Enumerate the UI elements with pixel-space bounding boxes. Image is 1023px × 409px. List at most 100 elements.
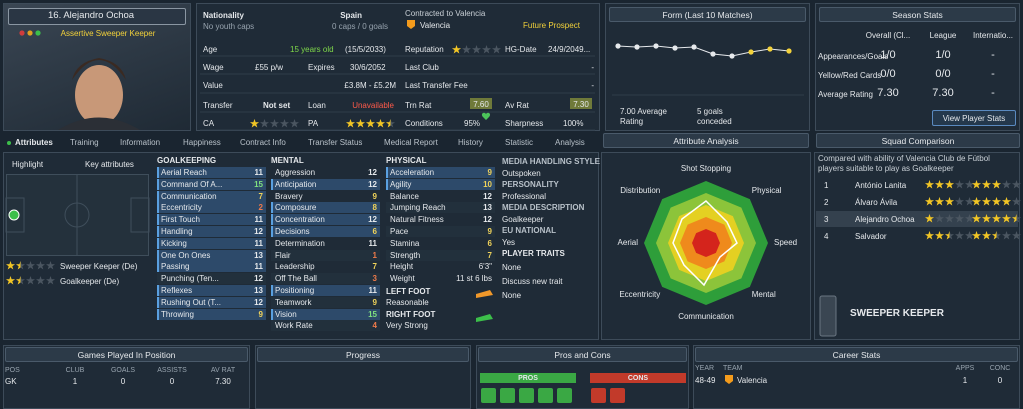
label: Conditions (405, 119, 443, 128)
form-point (767, 46, 773, 52)
tab[interactable]: Information (120, 138, 161, 147)
tab-indicator (7, 141, 11, 145)
player-name: António Lanita (855, 181, 907, 190)
label: CA (203, 119, 215, 128)
attribute-name: Leadership (275, 262, 315, 272)
label: Goalkeeper (502, 215, 544, 224)
attribute-value: 11 (254, 238, 263, 248)
pitch-line (5, 197, 25, 233)
label: Valencia (420, 21, 451, 30)
panel-title: Pros and Cons (554, 350, 611, 360)
dropdown[interactable]: Key attributes (85, 160, 134, 169)
view-player-stats[interactable]: View Player Stats (942, 113, 1006, 123)
section-title: EU NATIONAL (502, 226, 557, 235)
attribute-row (271, 308, 380, 320)
attribute-row (271, 167, 380, 178)
cell: 0 (169, 377, 175, 386)
attribute-value: 12 (254, 227, 263, 236)
attribute-row (157, 273, 266, 285)
star-rating (972, 180, 1021, 189)
tab[interactable]: Attributes (15, 138, 53, 147)
pros-tag (480, 373, 576, 383)
label: Reasonable (386, 298, 429, 307)
attribute-name: Decisions (275, 227, 310, 236)
attribute-name: Strength (390, 250, 421, 260)
panel-title: Career Stats (832, 350, 881, 360)
boot (476, 314, 493, 322)
label: Transfer (203, 101, 233, 110)
attribute-name: Composure (275, 203, 317, 213)
cell: 0 (120, 377, 126, 386)
attribute-value: 2 (258, 203, 263, 213)
player-name: Álvaro Ávila (855, 198, 898, 207)
label: 15 years old (290, 45, 334, 54)
portrait-shirt (58, 117, 140, 130)
attribute-value: 12 (254, 297, 263, 307)
attribute-row (271, 202, 380, 214)
label: 0/0 (935, 68, 951, 80)
attribute-name: Stamina (390, 238, 420, 248)
attribute-row (271, 237, 380, 249)
tab[interactable]: Statistic (505, 138, 534, 147)
column-header: CLUB (65, 367, 85, 374)
label: 0 caps / 0 goals (331, 22, 388, 31)
dropdown[interactable]: Highlight (12, 160, 44, 169)
panel-header (478, 347, 687, 362)
label: - (591, 63, 594, 72)
star-rating (925, 231, 974, 240)
form-point (615, 43, 621, 49)
attribute-value: 6 (487, 238, 492, 248)
attribute-value: 6 (372, 227, 377, 236)
club-badge (407, 20, 415, 29)
squad-row (816, 177, 1018, 193)
season-panel (815, 3, 1020, 131)
label: 24/9/2049... (548, 45, 591, 54)
attribute-row (271, 273, 380, 285)
attribute-row (157, 178, 266, 190)
cell: 1 (962, 376, 968, 385)
label: Value (203, 81, 223, 90)
attribute-row (157, 190, 266, 202)
tab[interactable]: Transfer Status (308, 138, 363, 147)
label: Last Transfer Fee (405, 81, 468, 90)
label: Average Rating (818, 90, 873, 99)
attribute-value: 12 (254, 274, 263, 284)
attribute-row (386, 190, 495, 202)
star-rating (925, 180, 974, 189)
radar-label: Distribution (620, 185, 661, 195)
tab[interactable]: Happiness (183, 138, 221, 147)
pro-icon (481, 388, 496, 403)
tab[interactable]: Medical Report (384, 138, 438, 147)
tab[interactable]: Analysis (555, 138, 585, 147)
rank: 3 (824, 215, 829, 224)
squad-row (816, 194, 1018, 210)
tab[interactable]: History (458, 138, 483, 147)
section-title: PHYSICAL (386, 156, 427, 165)
star-rating (925, 214, 974, 223)
radar-label: Communication (678, 312, 734, 321)
attribute-name: Kicking (161, 238, 187, 248)
tab[interactable]: Training (70, 138, 99, 147)
panel-header (819, 7, 1016, 22)
rating-box (570, 98, 592, 109)
attribute-name: Pace (390, 227, 409, 236)
trait[interactable]: Discuss new trait (502, 277, 563, 286)
label: Reputation (405, 45, 444, 54)
label: PA (308, 119, 319, 128)
label: Contracted to Valencia (405, 9, 486, 18)
status-dot (19, 30, 25, 36)
cell: GK (5, 377, 17, 386)
label: RIGHT FOOT (386, 310, 436, 319)
column-header: Overall (Cl... (865, 31, 911, 40)
label: 7.30 (573, 99, 589, 109)
attribute-row (157, 308, 266, 320)
attribute-name: Eccentricity (161, 203, 202, 213)
attribute-row (271, 214, 380, 226)
attribute-name: Aggression (275, 168, 316, 177)
attribute-name: Flair (275, 250, 291, 260)
tab[interactable]: Contract Info (240, 138, 286, 147)
pro-icon (500, 388, 515, 403)
button (932, 110, 1016, 126)
attribute-name: First Touch (161, 215, 200, 225)
radar-label: Speed (774, 238, 798, 247)
